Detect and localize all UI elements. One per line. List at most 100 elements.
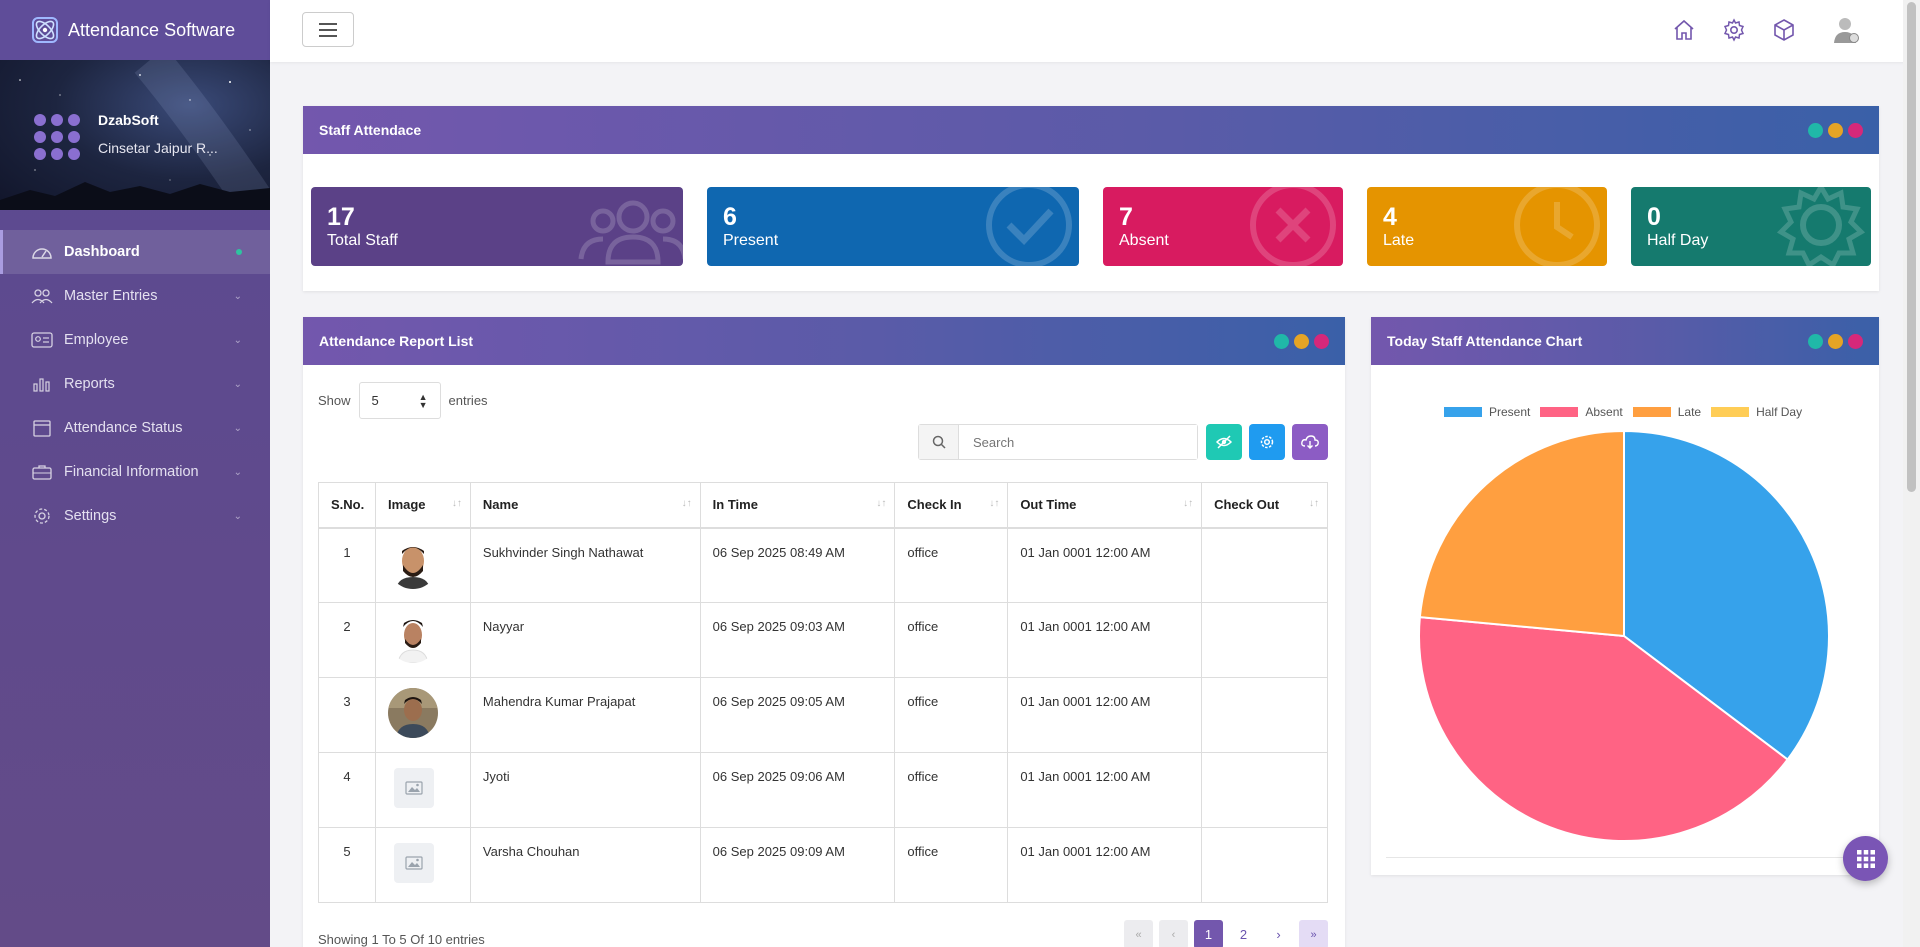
app-title: Attendance Software xyxy=(68,19,236,40)
sidebar-item-label: Financial Information xyxy=(64,464,199,480)
table-row[interactable]: 2 Nayyar 06 Sep 2025 09:03 AM office 01 … xyxy=(318,602,1328,678)
legend-item[interactable]: Present xyxy=(1444,405,1530,419)
col-header-check-out[interactable]: Check Out ↓↑ xyxy=(1201,482,1328,529)
prev-page-button[interactable]: ‹ xyxy=(1159,920,1188,947)
chevron-down-icon: ⌄ xyxy=(233,378,242,390)
col-header-check-in[interactable]: Check In ↓↑ xyxy=(894,482,1009,529)
sidebar-item-employee[interactable]: Employee ⌄ xyxy=(0,318,270,362)
pie-slice-absent[interactable] xyxy=(1418,615,1789,842)
dashboard-icon xyxy=(32,248,52,259)
page-button-2[interactable]: 2 xyxy=(1239,927,1248,942)
legend-item[interactable]: Late xyxy=(1632,405,1701,419)
pie-slice-late[interactable] xyxy=(1418,429,1625,638)
sidebar-item-settings[interactable]: Settings ⌄ xyxy=(0,494,270,538)
stat-label: Total Staff xyxy=(327,232,398,249)
close-dot[interactable] xyxy=(1848,334,1863,349)
table-row[interactable]: 1 Sukhvinder Singh Nathawat 06 Sep 2025 … xyxy=(318,527,1328,603)
stat-card-absent[interactable]: 7 Absent xyxy=(1103,187,1343,266)
col-header-name[interactable]: Name ↓↑ xyxy=(469,482,701,529)
table-row[interactable]: 3 Mahendra Kumar Prajapat 06 Sep 2025 09… xyxy=(318,677,1328,753)
home-button[interactable] xyxy=(1668,14,1700,46)
apps-fab-button[interactable] xyxy=(1843,836,1888,881)
refresh-dot[interactable] xyxy=(1828,334,1843,349)
cell-image xyxy=(374,677,471,753)
sidebar-item-dashboard[interactable]: Dashboard xyxy=(0,230,270,274)
settings-button[interactable] xyxy=(1718,14,1750,46)
table-settings-button[interactable] xyxy=(1249,424,1285,460)
cell-check-out xyxy=(1201,602,1328,678)
sidebar-item-label: Dashboard xyxy=(64,244,140,260)
search-icon xyxy=(919,425,959,459)
user-menu-button[interactable] xyxy=(1830,14,1862,46)
cell-check-out xyxy=(1201,752,1328,828)
search-input[interactable] xyxy=(959,425,1197,459)
col-header-out-time[interactable]: Out Time ↓↑ xyxy=(1007,482,1203,529)
close-dot[interactable] xyxy=(1314,334,1329,349)
cell-out-time: 01 Jan 0001 12:00 AM xyxy=(1007,677,1203,753)
stat-card-present[interactable]: 6 Present xyxy=(707,187,1079,266)
user-avatar-icon xyxy=(1834,18,1859,43)
first-page-button[interactable]: « xyxy=(1124,920,1153,947)
package-button[interactable] xyxy=(1768,14,1800,46)
legend-item[interactable]: Absent xyxy=(1540,405,1623,419)
panel-header: Attendance Report List xyxy=(303,317,1345,365)
col-header-sno[interactable]: S.No. xyxy=(318,482,376,529)
page-size-select[interactable]: 5 ▲ ▼ xyxy=(358,382,441,419)
collapse-dot[interactable] xyxy=(1808,123,1823,138)
col-header-in-time[interactable]: In Time ↓↑ xyxy=(699,482,896,529)
brand[interactable]: Attendance Software xyxy=(0,0,270,60)
last-page-button[interactable]: » xyxy=(1299,920,1328,947)
x-circle-icon xyxy=(1250,187,1336,266)
toggle-columns-button[interactable] xyxy=(1206,424,1242,460)
page-scrollbar[interactable] xyxy=(1903,0,1920,947)
table-row[interactable]: 5 Varsha Chouhan 06 Sep 2025 09:09 AM of… xyxy=(318,827,1328,903)
stat-label: Half Day xyxy=(1647,232,1709,249)
employee-photo xyxy=(387,613,438,663)
cell-check-out xyxy=(1201,827,1328,903)
sidebar-item-reports[interactable]: Reports ⌄ xyxy=(0,362,270,406)
cell-name: Mahendra Kumar Prajapat xyxy=(469,677,701,753)
panel-controls xyxy=(1808,334,1863,349)
refresh-dot[interactable] xyxy=(1828,123,1843,138)
entries-label: entries xyxy=(448,393,488,408)
sidebar-item-financial-information[interactable]: Financial Information ⌄ xyxy=(0,450,270,494)
cell-check-out xyxy=(1201,527,1328,603)
scrollbar-thumb[interactable] xyxy=(1907,2,1916,492)
cell-sno: 4 xyxy=(318,752,376,828)
next-page-button[interactable]: › xyxy=(1276,927,1281,942)
pie-slice-present[interactable] xyxy=(1623,429,1830,761)
bar-chart-icon xyxy=(33,378,50,392)
top-icons xyxy=(1668,14,1862,46)
table-info-text: Showing 1 To 5 Of 10 entries xyxy=(318,932,485,947)
close-dot[interactable] xyxy=(1848,123,1863,138)
chevron-down-icon: ⌄ xyxy=(233,422,242,434)
sidebar-item-master-entries[interactable]: Master Entries ⌄ xyxy=(0,274,270,318)
cell-name: Nayyar xyxy=(469,602,701,678)
legend-item[interactable]: Half Day xyxy=(1711,405,1802,419)
collapse-dot[interactable] xyxy=(1274,334,1289,349)
pagination: « ‹ 1 2 › » xyxy=(1124,920,1328,947)
stat-card-total-staff[interactable]: 17 Total Staff xyxy=(311,187,683,266)
collapse-dot[interactable] xyxy=(1808,334,1823,349)
table-row[interactable]: 4 Jyoti 06 Sep 2025 09:06 AM office 01 J… xyxy=(318,752,1328,828)
legend-swatch xyxy=(1540,407,1579,417)
cell-sno: 2 xyxy=(318,602,376,678)
cell-check-in: office xyxy=(894,827,1009,903)
stat-card-half-day[interactable]: 0 Half Day xyxy=(1631,187,1871,266)
cloud-download-icon xyxy=(1301,435,1319,449)
cell-sno: 1 xyxy=(318,527,376,603)
sidebar-item-attendance-status[interactable]: Attendance Status ⌄ xyxy=(0,406,270,450)
cube-icon xyxy=(1774,19,1794,41)
gear-icon xyxy=(1723,18,1745,42)
menu-toggle-button[interactable] xyxy=(302,12,354,47)
page-button-1[interactable]: 1 xyxy=(1194,920,1223,947)
mountain-silhouette xyxy=(0,182,270,210)
panel-header: Today Staff Attendance Chart xyxy=(1371,317,1879,365)
export-button[interactable] xyxy=(1292,424,1328,460)
panel-controls xyxy=(1274,334,1329,349)
col-header-image[interactable]: Image ↓↑ xyxy=(374,482,471,529)
cell-out-time: 01 Jan 0001 12:00 AM xyxy=(1007,752,1203,828)
users-icon xyxy=(578,200,683,265)
refresh-dot[interactable] xyxy=(1294,334,1309,349)
stat-card-late[interactable]: 4 Late xyxy=(1367,187,1607,266)
